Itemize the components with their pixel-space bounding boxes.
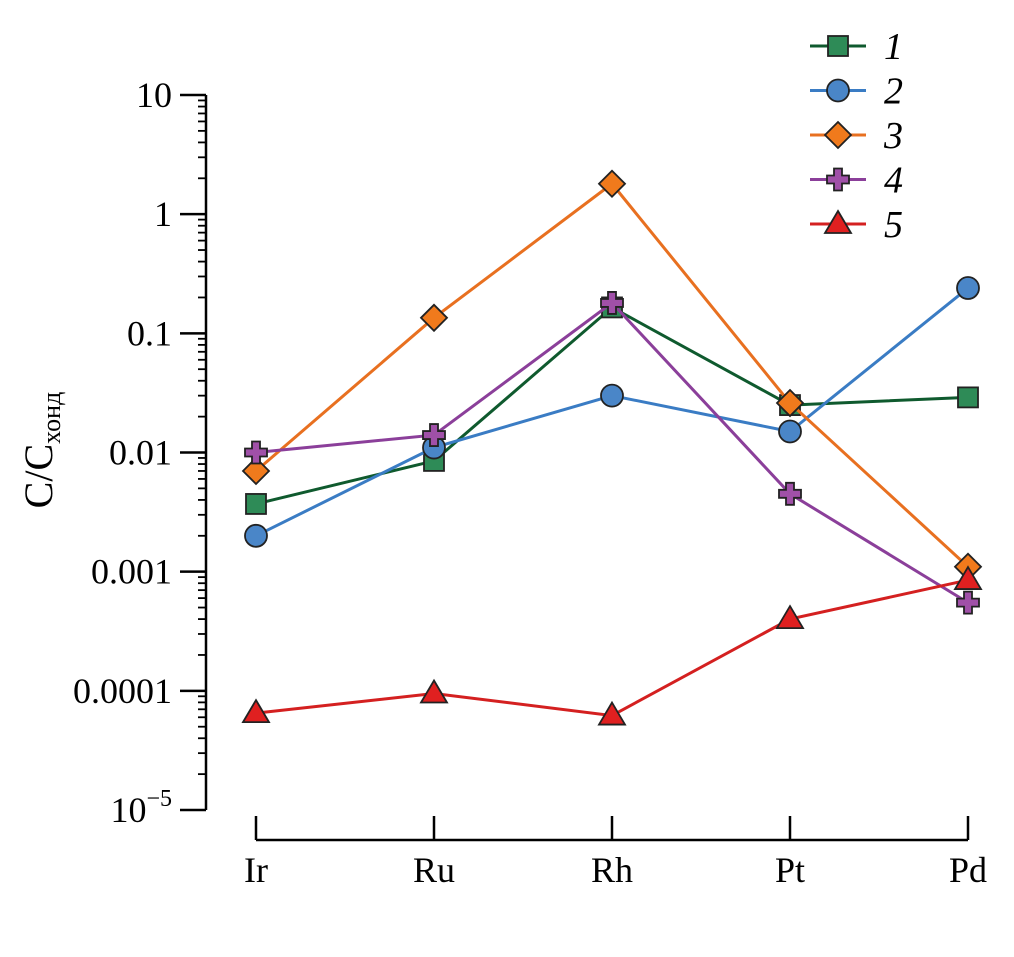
x-axis: Ir Ru Rh Pt Pd <box>244 816 987 890</box>
series-3-point <box>419 303 449 333</box>
series-4-point <box>956 590 980 615</box>
legend-entry-3: 3 <box>810 115 903 157</box>
series-3-point <box>775 388 805 418</box>
series-4-point <box>600 291 624 315</box>
legend-marker <box>823 209 853 234</box>
series-2-line <box>255 286 969 538</box>
legend-entry-5: 5 <box>810 204 903 246</box>
y-tick-label: 0.1 <box>127 313 172 353</box>
series-5-line <box>255 578 969 718</box>
y-tick-label: 0.0001 <box>73 671 172 711</box>
legend-entry-4: 4 <box>810 160 903 202</box>
x-tick-label: Ru <box>413 850 455 890</box>
series-4-point <box>244 440 268 465</box>
series-5-point <box>241 698 271 724</box>
series-5-point <box>775 604 805 629</box>
series-4-point <box>778 481 802 506</box>
series-4 <box>244 291 980 615</box>
series-2 <box>244 276 980 548</box>
y-tick-label: 0.001 <box>91 552 172 592</box>
legend-marker <box>826 167 850 192</box>
y-tick-label: 0.01 <box>109 433 172 473</box>
y-tick-label: 10−5 <box>110 786 172 830</box>
legend-label: 5 <box>884 204 903 246</box>
series-4-point <box>422 423 446 447</box>
y-axis-title-subscript: хонд <box>37 392 66 444</box>
x-tick-label: Rh <box>591 850 633 890</box>
y-tick-label-exponent: −5 <box>146 786 172 812</box>
series-2-point <box>778 419 802 444</box>
legend-entry-2: 2 <box>810 71 903 113</box>
x-tick-label: Pt <box>775 850 805 890</box>
y-tick-label: 10 <box>136 75 172 115</box>
series-5-point <box>953 565 983 590</box>
y-axis-title: C/Cхонд <box>16 392 66 509</box>
legend-label: 3 <box>883 115 903 157</box>
series-2-point <box>244 523 268 548</box>
x-tick-label: Pd <box>949 850 987 890</box>
y-axis-title-main: C/C <box>16 444 61 508</box>
series-layer <box>241 169 983 726</box>
legend-marker <box>823 120 853 150</box>
legend-label: 2 <box>884 71 903 113</box>
series-1-point <box>245 493 267 515</box>
legend-label: 1 <box>884 26 903 68</box>
series-5-point <box>597 700 627 726</box>
series-5 <box>241 565 983 726</box>
series-4-line <box>255 300 969 604</box>
series-3-point <box>597 169 627 199</box>
series-2-point <box>956 276 980 300</box>
series-3 <box>241 169 983 582</box>
y-tick-label: 1 <box>154 194 172 234</box>
legend-entry-1: 1 <box>810 26 903 68</box>
x-tick-label: Ir <box>244 850 268 890</box>
legend-marker <box>826 78 850 103</box>
series-5-point <box>419 678 449 704</box>
series-1-point <box>957 386 979 409</box>
series-3-point <box>241 456 271 486</box>
y-tick-label-base: 10 <box>110 790 146 830</box>
legend-marker <box>827 35 849 57</box>
legend-label: 4 <box>884 160 903 202</box>
series-2-point <box>600 383 624 408</box>
